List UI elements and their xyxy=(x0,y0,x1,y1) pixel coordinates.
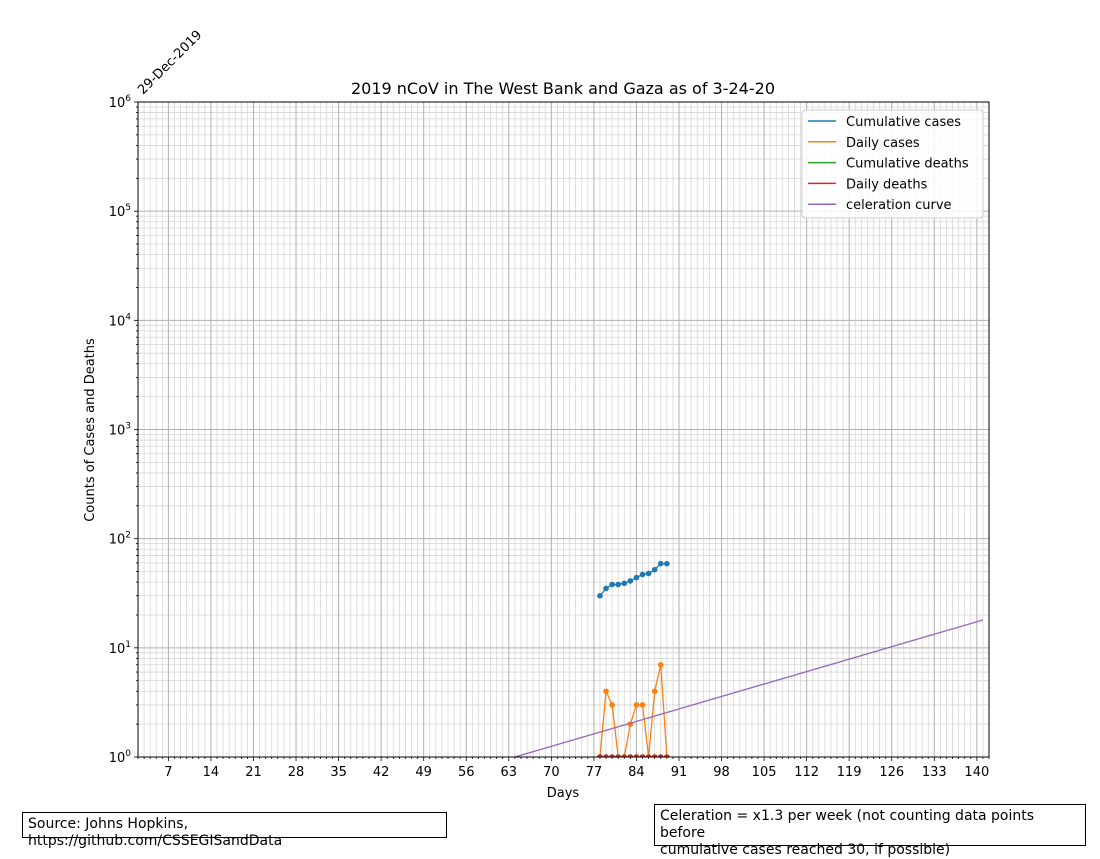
data-point-daily-cases xyxy=(609,702,615,708)
data-point-daily-cases xyxy=(633,702,640,708)
source-text: Source: Johns Hopkins, https://github.co… xyxy=(28,816,283,849)
y-tick-label: 103 xyxy=(109,422,131,439)
data-point-cumulative-cases xyxy=(664,560,670,567)
data-point-daily-deaths xyxy=(633,754,640,757)
data-point-daily-deaths xyxy=(639,754,646,757)
y-tick-label: 106 xyxy=(109,94,132,111)
x-tick-label: 28 xyxy=(288,765,305,780)
data-point-daily-deaths xyxy=(609,754,615,757)
chart: 7 14 21 28 35 42 49 56 63 70 77 84 91 98 105 112 119 126 1… xyxy=(83,28,990,800)
data-point-cumulative-cases xyxy=(657,560,664,567)
start-date-label: 29-Dec-2019 xyxy=(135,28,205,98)
data-point-daily-deaths xyxy=(603,754,609,757)
data-point-daily-deaths xyxy=(651,754,658,757)
source-note: Source: Johns Hopkins, https://github.co… xyxy=(22,812,447,849)
x-tick-label: 49 xyxy=(415,765,432,780)
data-point-daily-deaths xyxy=(597,754,603,757)
x-axis-ticks: 7 14 21 28 35 42 49 56 63 70 77 84 91 98 105 112 119 126 1… xyxy=(137,757,990,780)
data-point-daily-deaths xyxy=(627,754,634,757)
series-daily-cases xyxy=(597,661,670,757)
data-point-cumulative-cases xyxy=(597,592,603,599)
x-tick-label: 119 xyxy=(837,765,862,780)
legend-box xyxy=(801,109,984,219)
x-tick-label: 98 xyxy=(713,765,730,780)
y-tick-label: 104 xyxy=(109,312,132,329)
data-point-daily-cases xyxy=(639,702,646,708)
data-point-cumulative-cases xyxy=(603,585,609,592)
legend-label: Daily cases xyxy=(846,136,920,151)
x-tick-label: 35 xyxy=(330,765,347,780)
y-axis-label: Counts of Cases and Deaths xyxy=(83,338,98,522)
data-point-daily-cases xyxy=(657,661,664,668)
data-point-daily-deaths xyxy=(657,754,664,757)
series-daily-deaths xyxy=(597,754,670,757)
x-tick-label: 70 xyxy=(543,765,560,780)
y-tick-label: 100 xyxy=(109,749,132,766)
x-tick-label: 91 xyxy=(671,765,688,780)
data-point-daily-deaths xyxy=(615,754,622,757)
series-celeration-curve xyxy=(514,619,984,757)
x-axis-label: Days xyxy=(547,786,580,800)
x-tick-label: 56 xyxy=(458,765,475,780)
x-tick-label: 42 xyxy=(373,765,390,780)
x-tick-label: 112 xyxy=(794,765,819,780)
data-point-daily-deaths xyxy=(645,754,652,757)
legend-label: celeration curve xyxy=(846,198,952,213)
legend-label: Cumulative deaths xyxy=(846,157,969,172)
y-tick-label: 101 xyxy=(109,640,131,657)
x-tick-label: 133 xyxy=(922,765,947,780)
data-point-daily-cases xyxy=(651,688,658,695)
x-tick-label: 14 xyxy=(203,765,220,780)
legend-label: Cumulative cases xyxy=(846,115,961,130)
data-point-cumulative-cases xyxy=(627,578,634,584)
x-tick-label: 77 xyxy=(586,765,603,780)
x-tick-label: 140 xyxy=(964,765,989,780)
legend: Cumulative cases Daily cases Cumulative de… xyxy=(801,109,984,219)
x-tick-label: 126 xyxy=(879,765,904,780)
x-tick-label: 105 xyxy=(752,765,777,780)
data-point-daily-cases xyxy=(603,688,609,695)
data-point-cumulative-cases xyxy=(633,574,640,581)
x-tick-label: 84 xyxy=(628,765,645,780)
x-tick-label: 63 xyxy=(501,765,518,780)
legend-label: Daily deaths xyxy=(846,177,928,192)
series-line-daily-cases xyxy=(599,664,668,757)
data-point-daily-deaths xyxy=(664,754,670,757)
celeration-note: Celeration = x1.3 per week (not counting… xyxy=(654,804,1086,858)
series-line-celeration-curve xyxy=(514,619,984,757)
series-layer xyxy=(514,560,984,757)
chart-title: 2019 nCoV in The West Bank and Gaza as o… xyxy=(351,79,775,98)
data-point-cumulative-cases xyxy=(609,581,615,588)
x-tick-label: 21 xyxy=(245,765,262,780)
data-point-cumulative-cases xyxy=(651,566,658,573)
y-axis-ticks: 100 101 102 103 104 105 106 xyxy=(109,94,138,766)
celeration-line-2: cumulative cases reached 30, if possible… xyxy=(660,842,951,858)
data-point-cumulative-cases xyxy=(615,581,622,588)
series-cumulative-cases xyxy=(597,560,670,599)
data-point-cumulative-cases xyxy=(639,571,646,578)
data-point-cumulative-cases xyxy=(645,570,652,577)
x-tick-label: 7 xyxy=(164,765,172,780)
y-tick-label: 102 xyxy=(109,531,131,548)
data-point-daily-deaths xyxy=(621,754,628,757)
data-point-cumulative-cases xyxy=(621,580,628,587)
y-tick-label: 105 xyxy=(109,203,131,220)
celeration-line-1: Celeration = x1.3 per week (not counting… xyxy=(660,808,1035,841)
